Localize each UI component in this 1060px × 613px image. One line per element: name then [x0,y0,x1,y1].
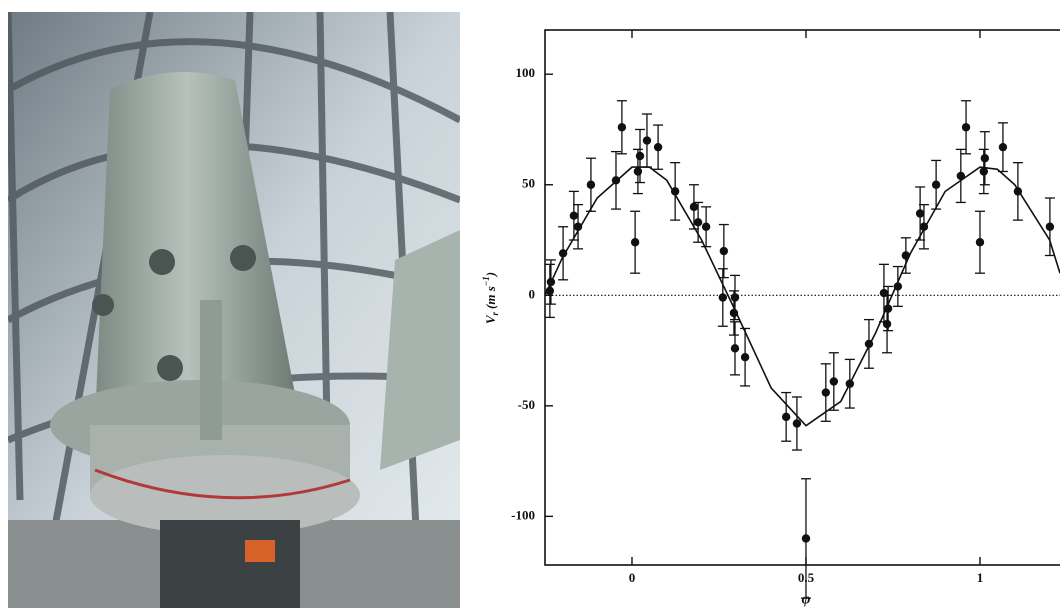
data-point [901,251,911,260]
data-point [617,123,627,132]
data-point [545,286,555,296]
data-point [670,187,680,196]
data-point [633,167,643,176]
y-label-subscript: r [490,311,500,315]
y-label-exponent: −1 [481,276,491,286]
data-point [701,222,711,231]
data-point [693,218,703,227]
data-point [689,202,699,212]
data-point [781,412,791,422]
data-point [931,180,941,189]
data-point [792,419,802,428]
y-tick-label: -50 [518,397,535,412]
y-label-symbol: V [483,314,498,324]
y-tick-label: 0 [529,286,536,301]
fit-curve [544,166,1060,427]
data-point [1045,222,1055,231]
data-point [956,171,966,181]
data-point [558,249,568,258]
data-point [845,379,855,388]
data-point [730,344,740,353]
data-point [729,308,739,318]
data-point [718,293,728,302]
data-point [1013,187,1023,196]
data-point [961,123,971,132]
data-point [821,388,831,397]
data-point [893,282,903,291]
x-axis-label: φ [802,591,811,607]
data-point [653,142,663,152]
data-point [801,534,811,543]
x-tick-label: 0 [629,570,636,585]
data-point [586,180,596,189]
data-point [546,277,556,287]
data-point [630,238,640,247]
y-tick-label: 100 [516,65,536,80]
y-tick-label: -100 [511,507,535,522]
y-tick-label: 50 [522,176,535,191]
data-point [829,377,839,386]
data-point [882,319,892,329]
data-point [998,142,1008,152]
y-label-unit: (m s [483,286,498,309]
data-point [979,167,988,176]
data-point [635,151,645,161]
data-point [611,176,621,185]
x-tick-label: 1 [977,570,984,585]
data-point [883,304,893,313]
data-point [740,352,750,362]
data-point [642,136,652,145]
plot-frame [544,29,1060,566]
data-point [719,246,729,256]
data-point [569,211,579,220]
data-point [980,154,990,163]
telescope-photo [8,12,460,608]
data-point [919,222,929,231]
data-point [915,209,925,218]
data-point [975,238,985,247]
data-point [864,339,874,349]
y-axis-label: Vr (m s−1) [481,272,500,324]
data-point [573,222,583,231]
y-label-close: ) [483,272,498,277]
data-point [730,293,740,302]
